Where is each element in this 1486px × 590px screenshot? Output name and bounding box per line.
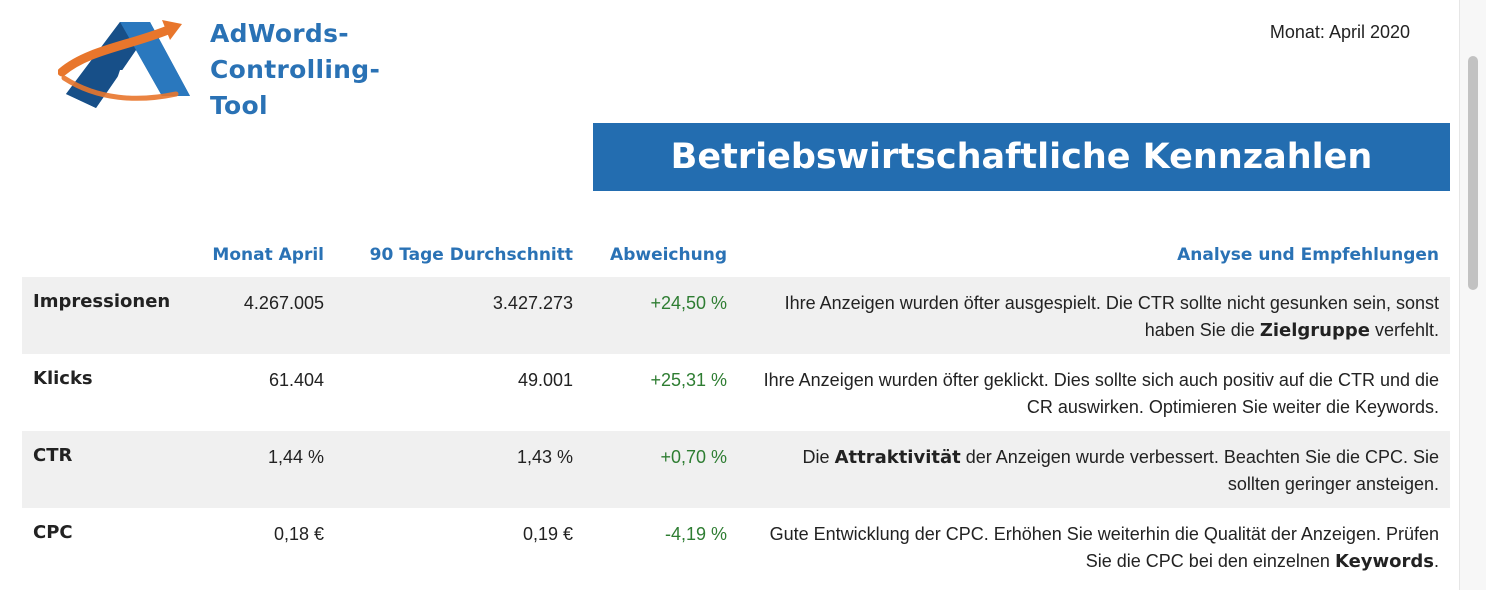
avg-value: 1,43 % bbox=[324, 431, 573, 508]
logo-a-icon bbox=[58, 20, 190, 108]
table-row: CTR 1,44 % 1,43 % +0,70 % Die Attraktivi… bbox=[22, 431, 1450, 508]
analysis-text-before: Gute Entwicklung der CPC. Erhöhen Sie we… bbox=[769, 524, 1439, 571]
column-header-deviation: Abweichung bbox=[610, 245, 727, 265]
row-label: Klicks bbox=[33, 368, 93, 389]
avg-value: 0,19 € bbox=[522, 524, 573, 544]
brand-line-2: Controlling- bbox=[210, 55, 381, 84]
column-header-label bbox=[22, 235, 162, 277]
month-value: 4.267.005 bbox=[162, 277, 324, 354]
brand-line-3: Tool bbox=[210, 91, 268, 120]
column-header-analysis: Analyse und Empfehlungen bbox=[1177, 245, 1439, 265]
column-header-month: Monat April bbox=[212, 245, 324, 265]
deviation-value: -4,19 % bbox=[664, 524, 727, 544]
analysis-text-bold: Keywords bbox=[1334, 551, 1434, 572]
analysis-text-before: Ihre Anzeigen wurden öfter geklickt. Die… bbox=[763, 370, 1439, 417]
scrollbar-thumb[interactable] bbox=[1468, 56, 1478, 290]
avg-value: 49.001 bbox=[517, 370, 573, 390]
analysis-text-after: der Anzeigen wurde verbessert. Beachten … bbox=[960, 447, 1439, 494]
deviation-value: +25,31 % bbox=[650, 370, 727, 390]
analysis-text-after: verfehlt. bbox=[1369, 320, 1439, 340]
table-row: CPC 0,18 € 0,19 € -4,19 % Gute Entwicklu… bbox=[22, 508, 1450, 585]
brand-line-1: AdWords- bbox=[210, 19, 349, 48]
avg-value: 3.427.273 bbox=[324, 277, 573, 354]
month-value: 1,44 % bbox=[162, 431, 324, 508]
analysis-text: Ihre Anzeigen wurden öfter geklickt. Die… bbox=[727, 354, 1450, 431]
month-label: Monat: April 2020 bbox=[1269, 22, 1410, 42]
analysis-text-before: Die bbox=[802, 447, 835, 467]
row-label: CTR bbox=[22, 431, 162, 508]
brand-logo[interactable]: AdWords- Controlling- Tool bbox=[58, 16, 388, 120]
column-header-avg: 90 Tage Durchschnitt bbox=[369, 245, 573, 265]
vertical-scrollbar[interactable] bbox=[1459, 0, 1486, 590]
table-row: Impressionen 4.267.005 3.427.273 +24,50 … bbox=[22, 277, 1450, 354]
deviation-value: +0,70 % bbox=[573, 431, 727, 508]
analysis-text-after: . bbox=[1433, 551, 1439, 571]
analysis-text: Gute Entwicklung der CPC. Erhöhen Sie we… bbox=[727, 508, 1450, 585]
brand-name: AdWords- Controlling- Tool bbox=[210, 16, 380, 124]
row-label: CPC bbox=[33, 522, 73, 543]
analysis-text: Die Attraktivität der Anzeigen wurde ver… bbox=[727, 431, 1450, 508]
kpi-table: Monat April 90 Tage Durchschnitt Abweich… bbox=[22, 235, 1450, 585]
analysis-text-bold: Zielgruppe bbox=[1259, 320, 1370, 341]
row-label: Impressionen bbox=[22, 277, 170, 354]
table-header-row: Monat April 90 Tage Durchschnitt Abweich… bbox=[22, 235, 1450, 277]
analysis-text-bold: Attraktivität bbox=[834, 447, 961, 468]
analysis-text: Ihre Anzeigen wurden öfter ausgespielt. … bbox=[727, 277, 1450, 354]
deviation-value: +24,50 % bbox=[573, 277, 727, 354]
page-title: Betriebswirtschaftliche Kennzahlen bbox=[593, 123, 1450, 191]
month-value: 0,18 € bbox=[273, 524, 324, 544]
analysis-text-before: Ihre Anzeigen wurden öfter ausgespielt. … bbox=[784, 293, 1439, 340]
table-row: Klicks 61.404 49.001 +25,31 % Ihre Anzei… bbox=[22, 354, 1450, 431]
month-value: 61.404 bbox=[268, 370, 324, 390]
